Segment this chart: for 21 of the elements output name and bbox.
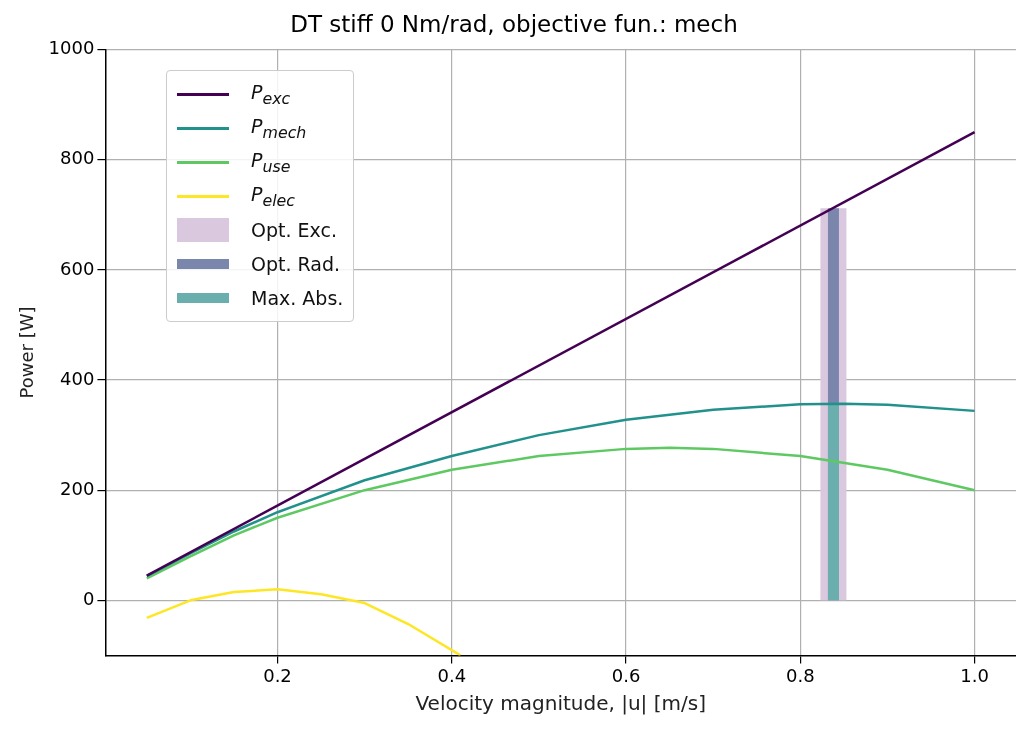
legend-label: P$_{use}$	[251, 148, 291, 176]
legend-label: P$_{elec}$	[251, 182, 296, 210]
x-tick-label: 0.2	[263, 664, 292, 686]
legend-label: Opt. Exc.	[251, 219, 337, 241]
y-tick-label: 1000	[48, 37, 95, 59]
y-tick-label: 800	[60, 147, 95, 169]
x-tick-label: 0.8	[786, 664, 815, 686]
chart-title: DT stiff 0 Nm/rad, objective fun.: mech	[290, 10, 738, 37]
y-axis-title: Power [W]	[16, 306, 38, 399]
y-tick-label: 0	[82, 588, 95, 609]
x-tick-label: 0.4	[437, 664, 467, 686]
x-tick-label: 1.0	[960, 664, 989, 686]
legend-label: P$_{mech}$	[251, 114, 307, 142]
legend-label: Opt. Rad.	[251, 253, 341, 275]
y-tick-label: 200	[60, 477, 95, 499]
x-axis-title: Velocity magnitude, |u| [m/s]	[415, 691, 706, 716]
legend-label: Max. Abs.	[251, 287, 344, 309]
y-tick-label: 600	[60, 257, 95, 279]
x-tick-label: 0.6	[611, 664, 641, 686]
y-tick-label: 400	[60, 367, 95, 389]
legend-label: P$_{exc}$	[251, 80, 291, 108]
